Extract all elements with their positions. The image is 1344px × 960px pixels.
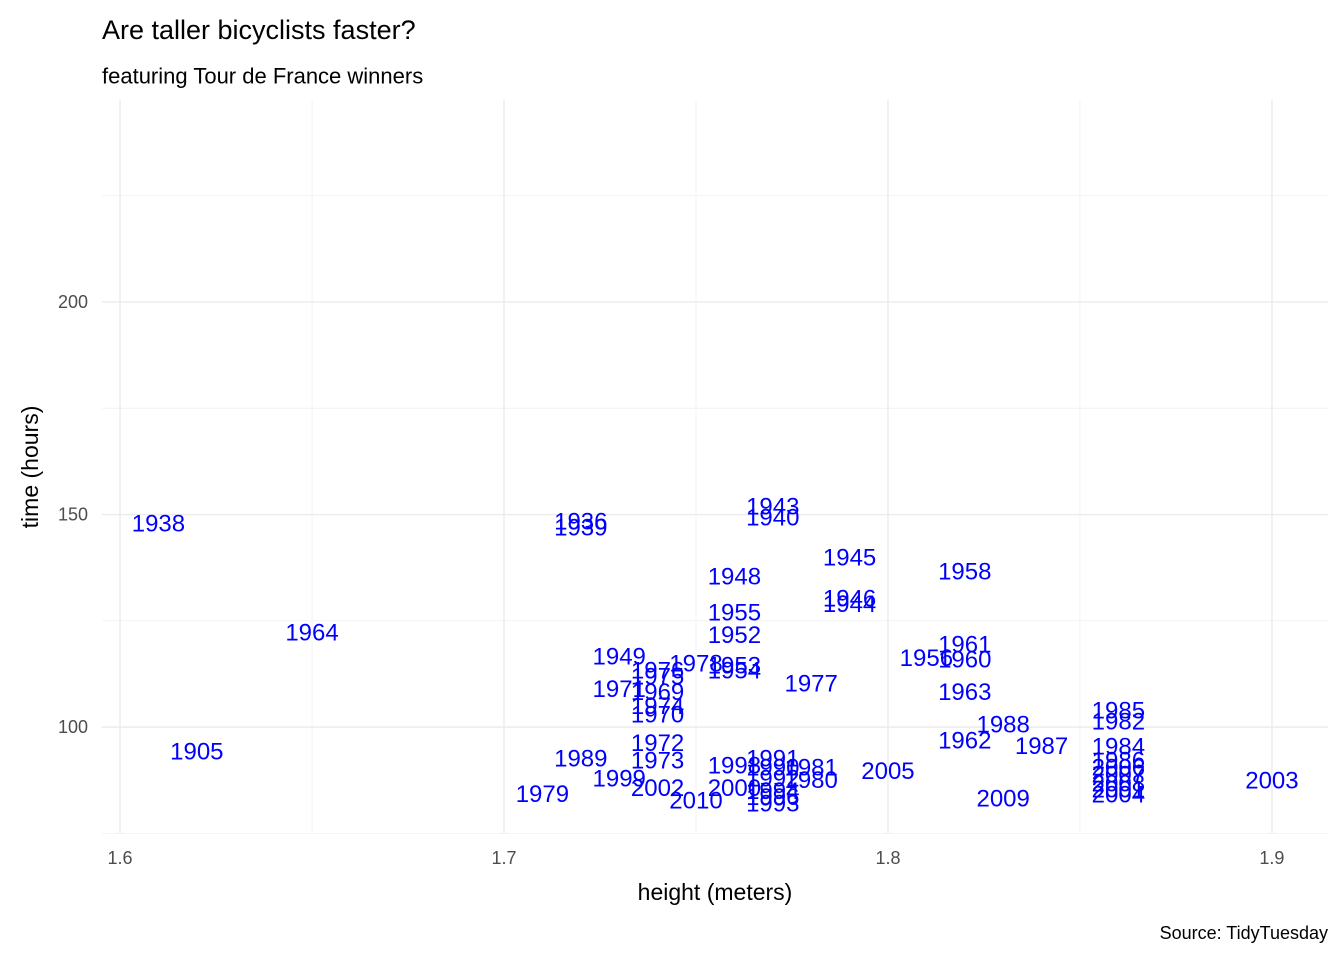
point-label: 1984 xyxy=(1092,734,1145,761)
x-axis-label: height (meters) xyxy=(638,879,793,905)
point-label: 1963 xyxy=(938,679,991,706)
chart-title: Are taller bicyclists faster? xyxy=(102,15,416,45)
point-label: 1969 xyxy=(631,679,684,706)
point-label: 1940 xyxy=(746,504,799,531)
point-label: 1974 xyxy=(631,693,684,720)
point-label: 1905 xyxy=(170,739,223,766)
point-label: 1962 xyxy=(938,728,991,755)
y-tick-label: 100 xyxy=(58,717,88,737)
point-label: 1954 xyxy=(708,658,761,685)
x-tick-label: 1.7 xyxy=(491,848,516,868)
point-label: 1975 xyxy=(631,663,684,690)
point-label: 1936 xyxy=(554,509,607,536)
x-tick-label: 1.8 xyxy=(875,848,900,868)
point-label: 1978 xyxy=(669,651,722,678)
point-label: 1996 xyxy=(746,784,799,811)
point-label: 2008 xyxy=(1092,771,1145,798)
point-label: 1949 xyxy=(593,643,646,670)
point-label: 2005 xyxy=(861,758,914,785)
point-label: 1953 xyxy=(708,652,761,679)
point-label: 1985 xyxy=(1092,697,1145,724)
point-label: 1943 xyxy=(746,493,799,520)
point-label: 1993 xyxy=(746,791,799,818)
point-label: 2002 xyxy=(631,775,684,802)
point-label: 1980 xyxy=(784,767,837,794)
point-label: 1972 xyxy=(631,730,684,757)
point-label: 1979 xyxy=(516,781,569,808)
point-label: 2004 xyxy=(1092,782,1145,809)
point-label: 2003 xyxy=(1245,768,1298,795)
point-label: 2007 xyxy=(1092,762,1145,789)
point-label: 2000 xyxy=(708,775,761,802)
point-label: 1970 xyxy=(631,702,684,729)
point-label: 1989 xyxy=(554,746,607,773)
point-label: 1956 xyxy=(900,645,953,672)
point-label: 1988 xyxy=(976,712,1029,739)
point-label: 1971 xyxy=(593,676,646,703)
point-label: 1986 xyxy=(1092,748,1145,775)
point-label: 1982 xyxy=(1092,709,1145,736)
y-tick-label: 200 xyxy=(58,292,88,312)
point-label: 2009 xyxy=(976,785,1029,812)
point-label: 1938 xyxy=(132,510,185,537)
point-label: 1990 xyxy=(746,754,799,781)
point-label: 1999 xyxy=(593,766,646,793)
point-label: 1955 xyxy=(708,600,761,627)
point-label: 1994 xyxy=(746,778,799,805)
point-label: 1992 xyxy=(746,766,799,793)
x-tick-label: 1.9 xyxy=(1259,848,1284,868)
point-label: 1981 xyxy=(784,754,837,781)
y-tick-label: 150 xyxy=(58,505,88,525)
point-label: 1958 xyxy=(938,558,991,585)
point-label: 1964 xyxy=(285,620,338,647)
point-label: 1977 xyxy=(784,671,837,698)
caption: Source: TidyTuesday xyxy=(1160,923,1328,943)
point-label: 2001 xyxy=(1092,777,1145,804)
point-label: 1946 xyxy=(823,586,876,613)
point-label: 1961 xyxy=(938,632,991,659)
point-label: 2006 xyxy=(1092,754,1145,781)
point-label: 1973 xyxy=(631,748,684,775)
point-label: 1952 xyxy=(708,622,761,649)
chart-subtitle: featuring Tour de France winners xyxy=(102,64,423,89)
point-label: 1998 xyxy=(708,753,761,780)
point-label: 1987 xyxy=(1015,733,1068,760)
point-label: 1945 xyxy=(823,544,876,571)
point-label: 1960 xyxy=(938,646,991,673)
point-label: 1948 xyxy=(708,564,761,591)
point-label: 1939 xyxy=(554,515,607,542)
point-label: 1991 xyxy=(746,746,799,773)
point-label: 1944 xyxy=(823,591,876,618)
y-axis-label: time (hours) xyxy=(17,406,43,529)
point-label: 1976 xyxy=(631,658,684,685)
x-tick-label: 1.6 xyxy=(108,848,133,868)
point-label: 2010 xyxy=(669,788,722,815)
